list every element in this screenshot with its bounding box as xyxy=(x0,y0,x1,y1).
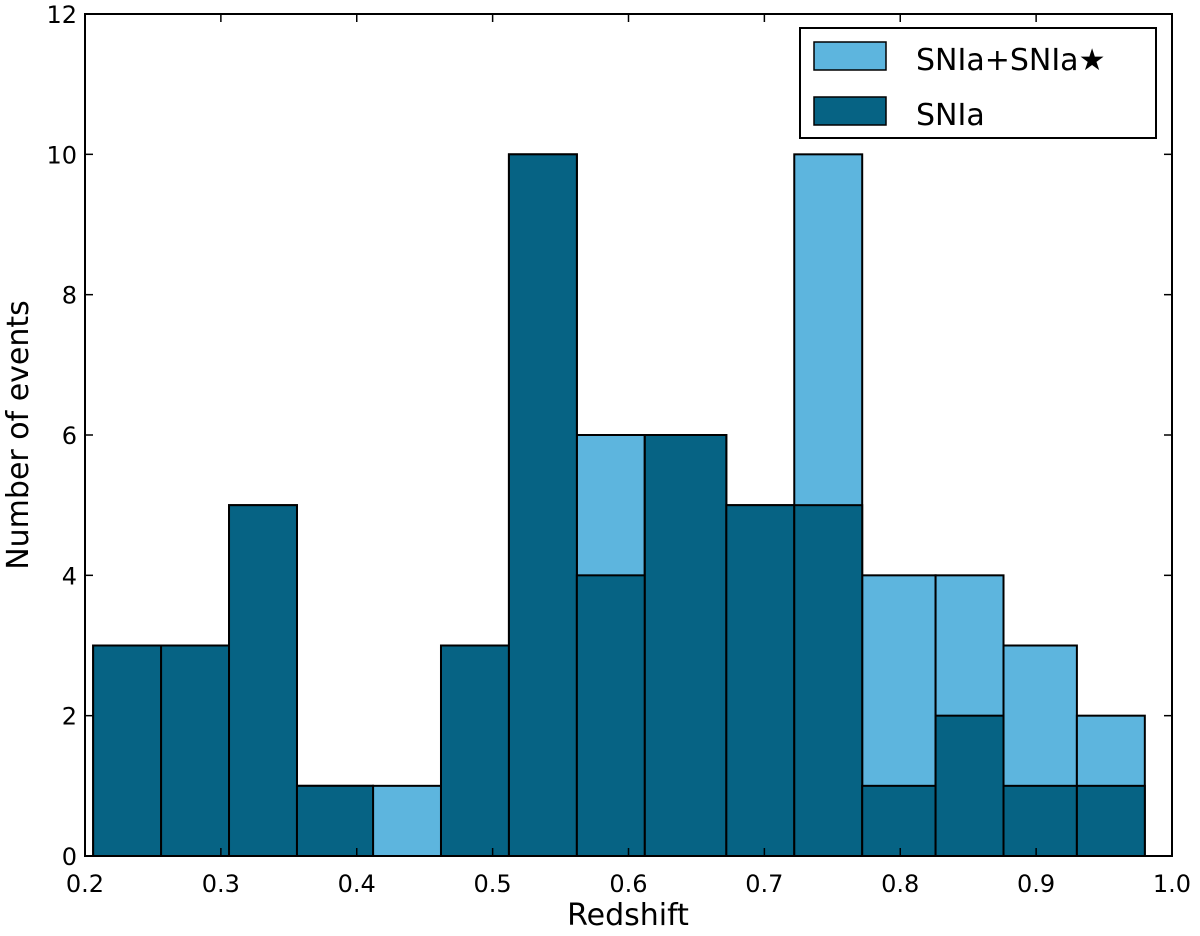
legend: SNIa+SNIa★ SNIa xyxy=(799,27,1157,139)
x-tick-label: 0.4 xyxy=(338,870,376,898)
y-tick-label: 2 xyxy=(62,703,77,731)
bar-snia-6 xyxy=(507,153,578,858)
bar-snia-10 xyxy=(793,504,864,857)
y-tick-label: 10 xyxy=(46,141,77,169)
y-tick-label: 4 xyxy=(62,562,77,590)
bar-snia-2 xyxy=(228,504,298,857)
x-tick-label: 0.2 xyxy=(66,870,104,898)
x-tick-label: 0.9 xyxy=(1017,870,1055,898)
bar-snia-8 xyxy=(643,434,728,857)
y-axis-label: Number of events xyxy=(1,300,36,570)
bars-layer xyxy=(92,153,1146,858)
y-tick-label: 0 xyxy=(62,843,77,871)
x-tick-label: 0.8 xyxy=(881,870,919,898)
bar-snia-14 xyxy=(1075,784,1146,857)
x-tick-label: 0.7 xyxy=(745,870,783,898)
bar-snia-13 xyxy=(1002,784,1078,857)
x-tick-label: 0.6 xyxy=(609,870,647,898)
x-tick-label: 0.3 xyxy=(202,870,240,898)
bar-snia-3 xyxy=(295,784,375,857)
bar-snia-5 xyxy=(439,644,510,857)
y-tick-label: 8 xyxy=(62,282,77,310)
bar-snia-1 xyxy=(160,644,231,857)
legend-label-snia: SNIa xyxy=(916,98,985,133)
legend-swatch-combined xyxy=(813,41,887,71)
y-tick-label: 12 xyxy=(46,1,77,29)
bar-combined-4 xyxy=(372,784,442,857)
x-tick-label: 1.0 xyxy=(1153,870,1191,898)
y-tick-label: 6 xyxy=(62,422,77,450)
legend-swatch-snia xyxy=(813,96,887,126)
x-tick-label: 0.5 xyxy=(474,870,512,898)
bar-snia-9 xyxy=(725,504,796,857)
x-axis-label: Redshift xyxy=(567,898,689,931)
legend-label-combined: SNIa+SNIa★ xyxy=(916,43,1105,78)
bar-snia-7 xyxy=(575,574,646,857)
bar-snia-12 xyxy=(934,714,1005,858)
bar-snia-0 xyxy=(92,644,163,857)
bar-snia-11 xyxy=(861,784,937,857)
ticks-layer: 0.2 0.3 0.4 0.5 0.6 0.7 0.8 0.9 1.0 0 2 4 6 8 10 12 xyxy=(46,1,1191,898)
